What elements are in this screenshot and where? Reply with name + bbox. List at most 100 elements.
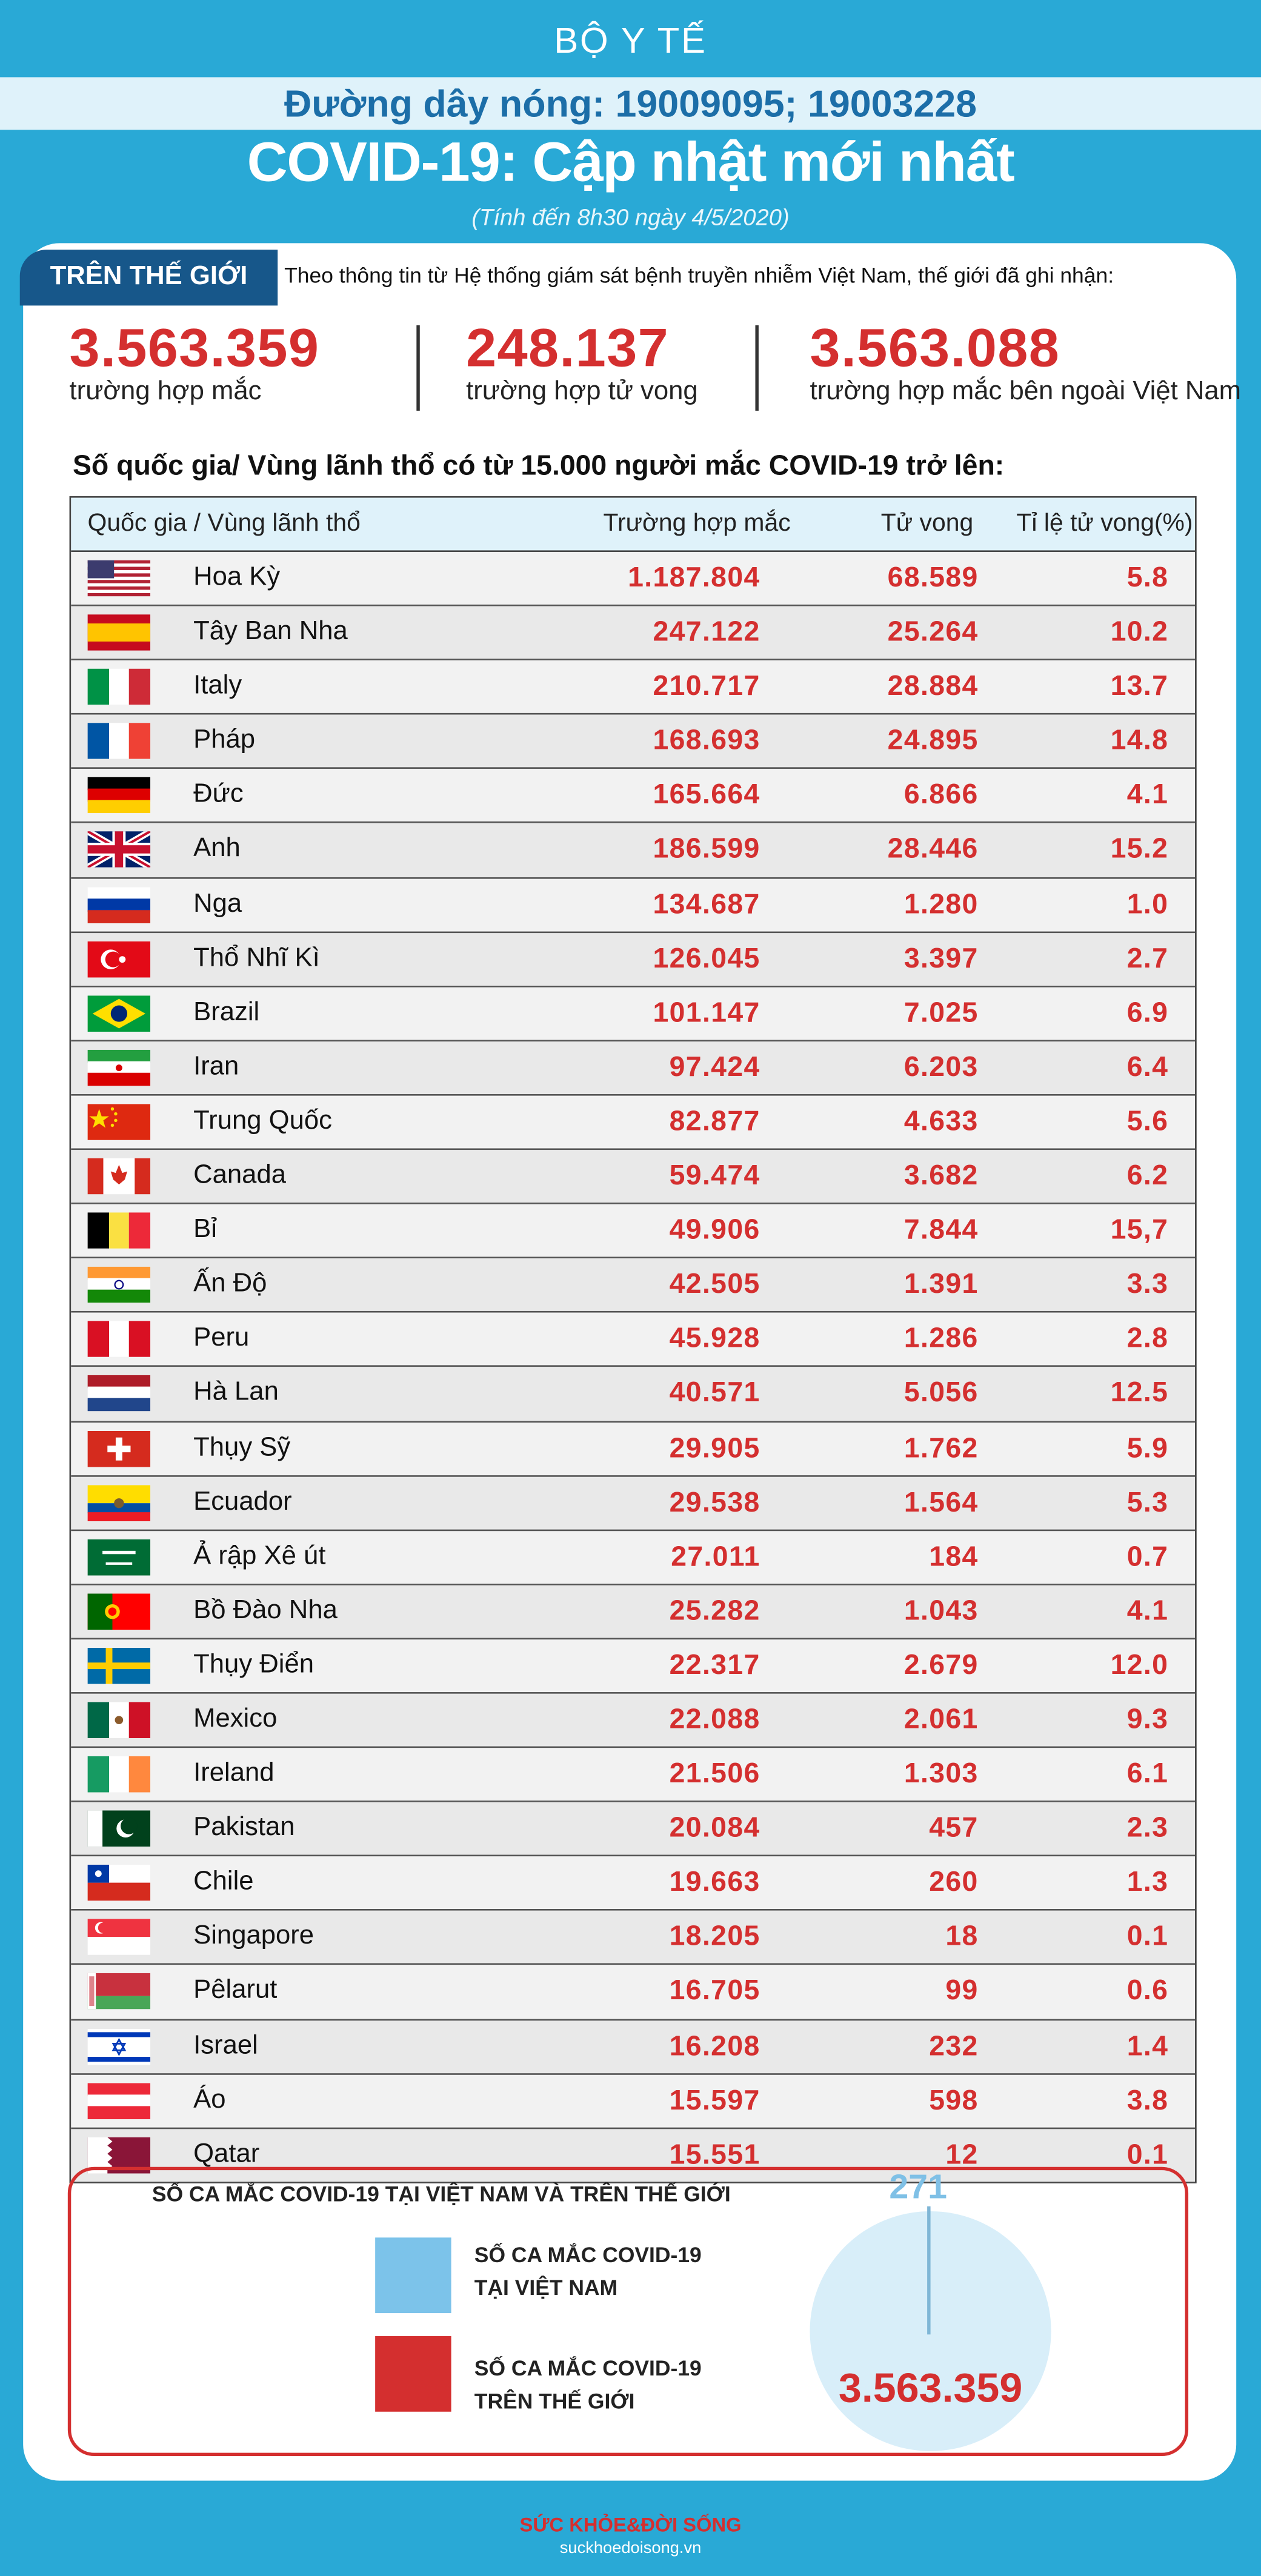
canada-flag-icon xyxy=(87,1158,151,1195)
mexico-flag-icon xyxy=(87,1702,151,1738)
stat-total-cases: 3.563.359 trường hợp mắc xyxy=(70,316,320,408)
deaths-value: 184 xyxy=(929,1540,979,1572)
table-row: Anh 186.599 28.446 15.2 xyxy=(71,823,1195,878)
death-rate-value: 12.0 xyxy=(1110,1649,1169,1681)
turkey-flag-icon xyxy=(87,940,151,977)
cases-value: 21.506 xyxy=(669,1758,760,1790)
deaths-value: 1.043 xyxy=(903,1595,979,1626)
deaths-value: 2.061 xyxy=(903,1703,979,1735)
death-rate-value: 13.7 xyxy=(1110,670,1169,702)
cases-value: 20.084 xyxy=(669,1812,760,1844)
world-tag: TRÊN THẾ GIỚI xyxy=(19,250,278,306)
hotline-text: Đường dây nóng: 19009095; 19003228 xyxy=(284,82,977,125)
world-intro: Theo thông tin từ Hệ thống giám sát bệnh… xyxy=(284,262,1114,288)
deaths-value: 232 xyxy=(929,2030,979,2061)
table-row: Thụy Sỹ 29.905 1.762 5.9 xyxy=(71,1421,1195,1476)
table-row: Pháp 168.693 24.895 14.8 xyxy=(71,715,1195,770)
country-name: Bỉ xyxy=(193,1215,217,1244)
deaths-value: 1.303 xyxy=(903,1758,979,1790)
austria-flag-icon xyxy=(87,2082,151,2119)
switzerland-flag-icon xyxy=(87,1430,151,1467)
deaths-value: 99 xyxy=(945,1975,979,2007)
table-row: Đức 165.664 6.866 4.1 xyxy=(71,769,1195,824)
table-row: Trung Quốc 82.877 4.633 5.6 xyxy=(71,1095,1195,1150)
deaths-value: 3.397 xyxy=(903,942,979,974)
legend-vn-label: SỐ CA MẮC COVID-19 TẠI VIỆT NAM xyxy=(474,2242,702,2300)
header-rate: Tỉ lệ tử vong(%) xyxy=(1016,509,1193,537)
ministry-title: BỘ Y TẾ xyxy=(554,19,707,61)
netherlands-flag-icon xyxy=(87,1375,151,1412)
table-row: Nga 134.687 1.280 1.0 xyxy=(71,878,1195,933)
table-row: Canada 59.474 3.682 6.2 xyxy=(71,1150,1195,1205)
cases-value: 165.664 xyxy=(653,779,760,811)
deaths-value: 598 xyxy=(929,2084,979,2116)
deaths-value: 6.866 xyxy=(903,779,979,811)
country-name: Pakistan xyxy=(193,1814,295,1842)
spain-flag-icon xyxy=(87,614,151,651)
cases-value: 247.122 xyxy=(653,616,760,648)
deaths-value: 18 xyxy=(945,1920,979,1953)
deaths-value: 7.844 xyxy=(903,1214,979,1246)
death-rate-value: 1.0 xyxy=(1126,888,1169,920)
country-name: Trung Quốc xyxy=(193,1107,332,1135)
country-name: Áo xyxy=(193,2085,226,2114)
table-header: Quốc gia / Vùng lãnh thổ Trường hợp mắc … xyxy=(71,497,1195,553)
table-row: Italy 210.717 28.884 13.7 xyxy=(71,660,1195,715)
country-name: Ireland xyxy=(193,1759,274,1788)
deaths-value: 25.264 xyxy=(887,616,979,648)
country-name: Brazil xyxy=(193,998,260,1027)
deaths-value: 4.633 xyxy=(903,1105,979,1137)
table-row: Bỉ 49.906 7.844 15,7 xyxy=(71,1204,1195,1259)
israel-flag-icon xyxy=(87,2028,151,2065)
cases-value: 25.282 xyxy=(669,1595,760,1626)
country-name: Pêlarut xyxy=(193,1977,278,2005)
death-rate-value: 12.5 xyxy=(1110,1377,1169,1409)
deaths-value: 28.884 xyxy=(887,670,979,702)
cases-value: 27.011 xyxy=(671,1540,760,1572)
country-name: Thổ Nhĩ Kì xyxy=(193,944,320,972)
country-name: Mexico xyxy=(193,1705,278,1733)
death-rate-value: 4.1 xyxy=(1126,779,1169,811)
cases-value: 15.551 xyxy=(669,2138,760,2170)
cases-value: 101.147 xyxy=(653,997,760,1028)
france-flag-icon xyxy=(87,723,151,760)
comparison-box xyxy=(67,2166,1189,2456)
country-name: Anh xyxy=(193,835,241,863)
death-rate-value: 5.8 xyxy=(1126,562,1169,593)
country-table: Quốc gia / Vùng lãnh thổ Trường hợp mắc … xyxy=(69,496,1197,2183)
death-rate-value: 6.4 xyxy=(1126,1051,1169,1083)
table-row: Hoa Kỳ 1.187.804 68.589 5.8 xyxy=(71,552,1195,606)
legend-world-swatch xyxy=(375,2336,451,2412)
table-subtitle: Số quốc gia/ Vùng lãnh thổ có từ 15.000 … xyxy=(73,450,1005,482)
ecuador-flag-icon xyxy=(87,1484,151,1521)
country-name: Thụy Sỹ xyxy=(193,1433,291,1462)
stat-total-deaths: 248.137 trường hợp tử vong xyxy=(466,316,698,408)
stat-label: trường hợp mắc bên ngoài Việt Nam xyxy=(810,377,1242,406)
country-name: Pháp xyxy=(193,726,256,755)
stat-value: 3.563.359 xyxy=(69,317,320,378)
country-name: Italy xyxy=(193,672,242,700)
russia-flag-icon xyxy=(87,886,151,923)
deaths-value: 1.280 xyxy=(903,888,979,920)
stat-label: trường hợp mắc xyxy=(69,377,262,406)
death-rate-value: 2.7 xyxy=(1126,942,1169,974)
cases-value: 1.187.804 xyxy=(628,562,760,593)
cases-value: 16.705 xyxy=(669,1975,760,2007)
hotline-band xyxy=(0,77,1261,130)
header-cases: Trường hợp mắc xyxy=(603,509,791,537)
deaths-value: 1.564 xyxy=(903,1486,979,1518)
death-rate-value: 10.2 xyxy=(1110,616,1169,648)
cases-value: 210.717 xyxy=(653,670,760,702)
china-flag-icon xyxy=(87,1104,151,1140)
table-row: Singapore 18.205 18 0.1 xyxy=(71,1911,1195,1966)
table-row: Chile 19.663 260 1.3 xyxy=(71,1856,1195,1911)
deaths-value: 12 xyxy=(945,2138,979,2170)
uk-flag-icon xyxy=(87,832,151,869)
cases-value: 186.599 xyxy=(653,834,760,865)
publisher-site: suckhoedoisong.vn xyxy=(559,2540,702,2558)
comparison-title: SỐ CA MẮC COVID-19 TẠI VIỆT NAM VÀ TRÊN … xyxy=(151,2182,731,2206)
stat-outside-vietnam: 3.563.088 trường hợp mắc bên ngoài Việt … xyxy=(810,316,1241,408)
cases-value: 49.906 xyxy=(669,1214,760,1246)
death-rate-value: 5.3 xyxy=(1126,1486,1169,1518)
country-name: Israel xyxy=(193,2031,258,2060)
